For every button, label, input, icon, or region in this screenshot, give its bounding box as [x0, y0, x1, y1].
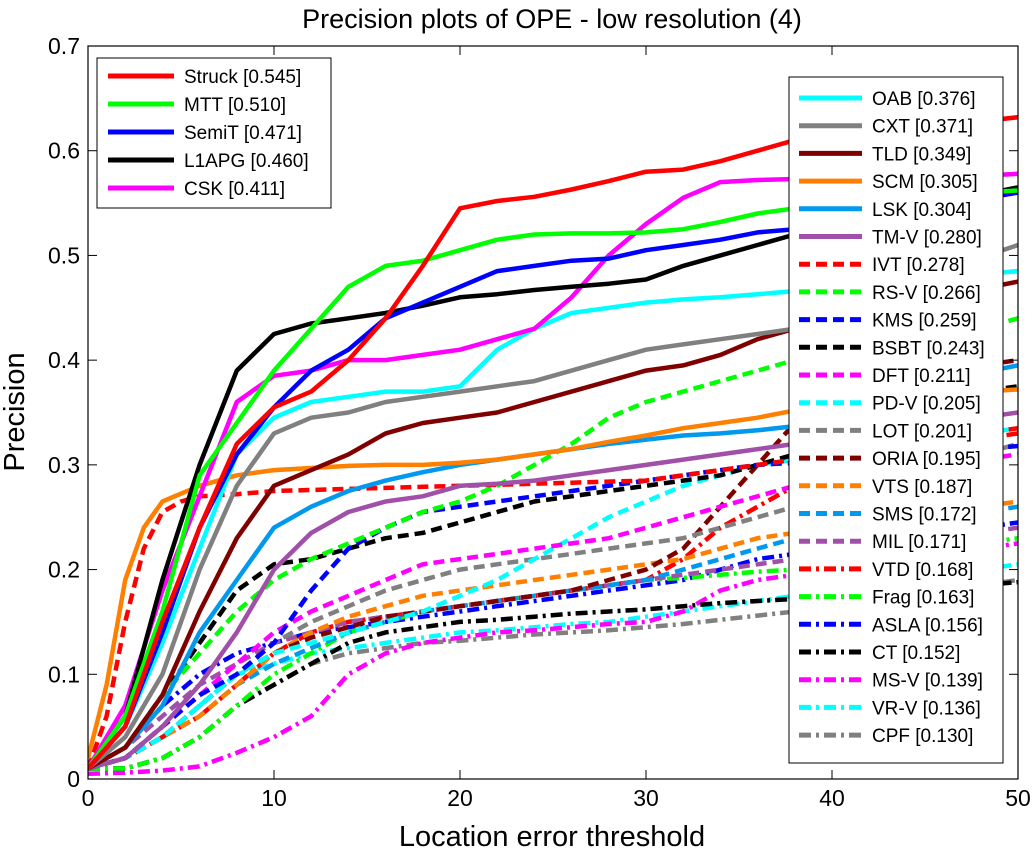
- legend-label: KMS [0.259]: [872, 311, 977, 332]
- x-tick-label: 30: [633, 785, 659, 811]
- series-line-dft: [88, 452, 1018, 771]
- y-tick-label: 0.7: [48, 33, 80, 59]
- legend-right-box: [788, 76, 1004, 764]
- series-line-pd-v: [88, 425, 1018, 771]
- legend-label: ORIA [0.195]: [872, 449, 981, 470]
- legend-label: SemiT [0.471]: [184, 123, 302, 144]
- x-tick-label: 10: [261, 785, 287, 811]
- x-tick-label: 50: [1005, 785, 1031, 811]
- legend-label: IVT [0.278]: [872, 255, 965, 276]
- y-tick-label: 0.1: [48, 661, 80, 687]
- y-tick-label: 0.6: [48, 138, 80, 164]
- legend-label: TM-V [0.280]: [872, 228, 982, 249]
- legend-label: VTS [0.187]: [872, 477, 972, 498]
- series-line-vr-v: [88, 562, 1018, 771]
- legend-label: LSK [0.304]: [872, 200, 971, 221]
- legend-label: L1APG [0.460]: [184, 151, 309, 172]
- x-tick-label: 40: [819, 785, 845, 811]
- legend-label: DFT [0.211]: [872, 366, 971, 387]
- legend-label: SMS [0.172]: [872, 505, 977, 526]
- legend-label: VR-V [0.136]: [872, 698, 981, 719]
- y-tick-label: 0.3: [48, 452, 80, 478]
- legend-label: PD-V [0.205]: [872, 394, 981, 415]
- legend-label: BSBT [0.243]: [872, 338, 985, 359]
- legend-label: MTT [0.510]: [184, 95, 286, 116]
- legend-label: MS-V [0.139]: [872, 671, 983, 692]
- legend-label: SCM [0.305]: [872, 172, 978, 193]
- legend-label: RS-V [0.266]: [872, 283, 981, 304]
- legend-label: MIL [0.171]: [872, 532, 966, 553]
- x-tick-label: 20: [447, 785, 473, 811]
- legend-label: LOT [0.201]: [872, 421, 972, 442]
- axis-layer: 0 10 20 30 40 50 0 0.1 0.2 0.3 0.4 0.5 0.6 0.7: [48, 33, 1031, 811]
- legend-label: OAB [0.376]: [872, 89, 976, 110]
- series-line-ct: [88, 579, 1018, 771]
- legend-top-left: Struck [0.545] MTT [0.510] SemiT [0.471] L1…: [96, 57, 332, 209]
- chart-title: Precision plots of OPE - low resolution …: [302, 4, 802, 34]
- y-tick-label: 0.4: [48, 347, 80, 373]
- x-tick-label: 0: [82, 785, 95, 811]
- series-line-ms-v: [88, 541, 1018, 777]
- plot-frame: [87, 45, 1019, 780]
- legend-label: CT [0.152]: [872, 643, 960, 664]
- y-tick-label: 0.2: [48, 557, 80, 583]
- legend-label: Struck [0.545]: [184, 67, 301, 88]
- legend-label: CSK [0.411]: [184, 179, 285, 200]
- y-tick-label: 0: [67, 766, 80, 792]
- legend-label: TLD [0.349]: [872, 144, 971, 165]
- y-tick-label: 0.5: [48, 242, 80, 268]
- x-axis-title: Location error threshold: [399, 821, 705, 850]
- series-line-vts: [88, 499, 1018, 771]
- legend-label: ASLA [0.156]: [872, 615, 983, 636]
- legend-label: VTD [0.168]: [872, 560, 973, 581]
- legend-label: CXT [0.371]: [872, 117, 973, 138]
- legend-right: OAB [0.376] CXT [0.371] TLD [0.349] SCM [0.…: [788, 76, 1004, 764]
- y-axis-title: Precision: [0, 352, 31, 471]
- legend-label: CPF [0.130]: [872, 726, 973, 747]
- legend-label: Frag [0.163]: [872, 588, 974, 609]
